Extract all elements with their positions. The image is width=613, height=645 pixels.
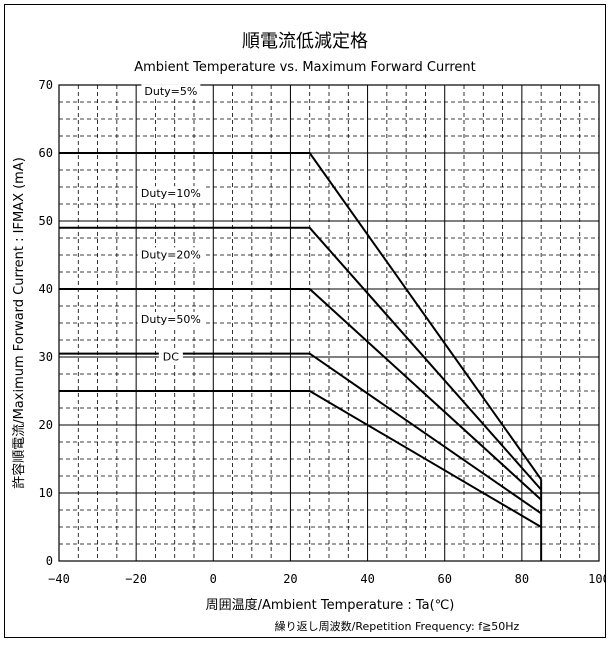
series-label: DC [163,350,179,363]
x-tick-label: 0 [210,572,217,586]
series-label: Duty=5% [144,85,197,98]
series-line [59,288,542,501]
series-label-bg [158,349,183,365]
repetition-frequency-note: 繰り返し周波数/Repetition Frequency: f≧50Hz [275,619,520,633]
series-line [59,226,542,491]
series-label: Duty=20% [141,248,201,261]
y-tick-label: 60 [39,146,53,160]
series-line [59,390,542,528]
plot-border [58,84,600,562]
chart-canvas: 順電流低減定格 Ambient Temperature vs. Maximum … [11,31,605,633]
y-axis-label: 許容順電流/Maximum Forward Current : IFMAX (m… [11,157,27,489]
y-tick-label: 40 [39,282,53,296]
y-tick-label: 30 [39,350,53,364]
y-tick-label: 20 [39,418,53,432]
series-labels: Duty=5% Duty=10% Duty=20% Duty=50% DC [137,84,204,365]
chart-title: 順電流低減定格 [242,31,368,52]
series-label-bg [141,84,201,100]
y-tick-label: 70 [39,78,53,92]
series-label: Duty=10% [141,187,201,200]
x-tick-label: 100 [588,572,605,586]
x-tick-label: −40 [48,572,70,586]
y-tick-label: 10 [39,486,53,500]
series-label-bg [137,186,204,202]
series-line [59,352,542,515]
chart-frame: 順電流低減定格 Ambient Temperature vs. Maximum … [4,4,606,638]
y-tick-label: 0 [46,554,53,568]
series-label-bg [137,247,204,263]
x-tick-label: 60 [437,572,451,586]
x-tick-label: −20 [125,572,147,586]
series-line [59,152,542,480]
x-tick-label: 20 [283,572,297,586]
x-tick-label: 80 [515,572,529,586]
tick-labels: −40 −20 0 20 40 60 80 100 0 10 20 30 40 50 60 70 [39,78,605,586]
y-tick-label: 50 [39,214,53,228]
chart-subtitle: Ambient Temperature vs. Maximum Forward … [134,60,476,75]
x-tick-label: 40 [360,572,374,586]
series-lines [59,152,543,561]
series-label: Duty=50% [141,313,201,326]
series-label-bg [137,312,204,327]
x-axis-label: 周囲温度/Ambient Temperature : Ta(℃) [206,597,455,613]
